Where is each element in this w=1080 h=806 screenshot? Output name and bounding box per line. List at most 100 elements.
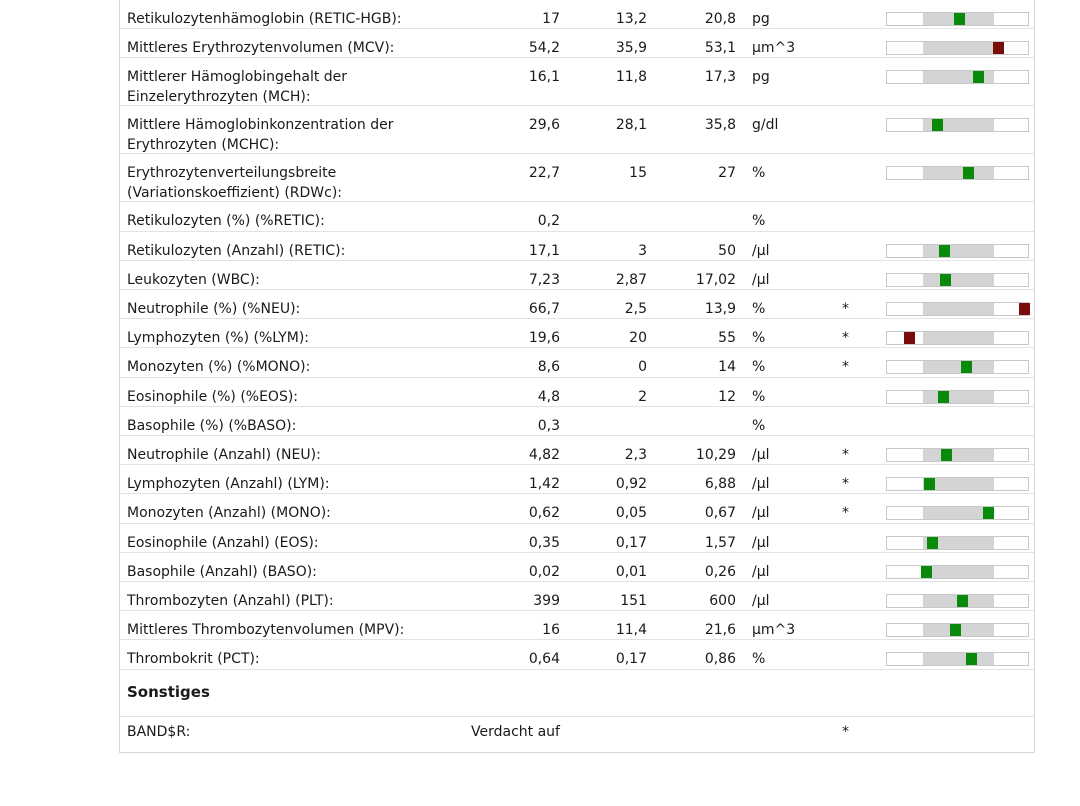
result-value: 0,35 <box>528 534 560 551</box>
range-bar <box>886 243 1029 258</box>
reference-low: 151 <box>620 593 647 609</box>
result-value: 0,62 <box>528 505 560 522</box>
reference-low: 0 <box>638 359 647 376</box>
unit-label: /µl <box>752 242 770 259</box>
reference-low: 0,17 <box>615 651 647 668</box>
result-value: 1,42 <box>528 476 560 493</box>
unit-label: g/dl <box>752 117 779 134</box>
result-value: 22,7 <box>528 165 560 182</box>
unit-label: % <box>752 330 766 347</box>
reference-range-band <box>923 565 994 578</box>
range-bar <box>886 12 1029 26</box>
range-bar <box>886 623 1029 638</box>
section-row: Sonstiges <box>120 670 1034 717</box>
result-value: 66,7 <box>528 301 560 317</box>
value-marker <box>966 653 978 666</box>
parameter-name: Lymphozyten (Anzahl) (LYM): <box>127 476 330 493</box>
parameter-name: Neutrophile (Anzahl) (NEU): <box>127 447 321 463</box>
result-value: 16,1 <box>528 69 560 86</box>
result-value: 19,6 <box>528 330 560 347</box>
reference-low: 2,5 <box>624 301 647 317</box>
reference-low: 2 <box>638 388 647 405</box>
reference-high: 20,8 <box>704 11 736 27</box>
table-row: BAND$R: Verdacht auf * <box>120 717 1034 746</box>
reference-low: 35,9 <box>615 40 647 57</box>
reference-range-band <box>923 390 994 403</box>
range-bar <box>886 564 1029 579</box>
reference-range-band <box>923 536 994 549</box>
result-value: 0,64 <box>528 651 560 668</box>
unit-label: % <box>752 651 766 668</box>
parameter-name: Neutrophile (%) (%NEU): <box>127 301 301 317</box>
result-value: 17,1 <box>528 242 560 259</box>
unit-label: % <box>752 301 766 317</box>
reference-low: 15 <box>629 165 647 182</box>
result-value: 17 <box>542 11 560 27</box>
parameter-name: Monozyten (Anzahl) (MONO): <box>127 505 331 522</box>
reference-range-band <box>923 449 994 461</box>
result-value: 7,23 <box>528 271 560 288</box>
table-row: Leukozyten (WBC): 7,23 2,87 17,02/µl <box>120 261 1034 290</box>
result-value: 4,82 <box>528 447 560 463</box>
reference-high: 0,26 <box>704 563 736 580</box>
table-row: Basophile (%) (%BASO): 0,3% <box>120 407 1034 436</box>
table-row: Mittleres Thrombozytenvolumen (MPV): 16 11… <box>120 611 1034 641</box>
table-row: Erythrozytenverteilungsbreite (Variation… <box>120 154 1034 203</box>
table-row: Eosinophile (%) (%EOS): 4,8 2 12% <box>120 378 1034 407</box>
result-value: 29,6 <box>528 117 560 134</box>
result-value: 0,02 <box>528 563 560 580</box>
value-marker <box>939 244 951 257</box>
reference-low: 0,17 <box>615 534 647 551</box>
unit-label: /µl <box>752 447 770 463</box>
abnormal-flag: * <box>842 301 849 317</box>
parameter-name: Eosinophile (%) (%EOS): <box>127 388 299 405</box>
abnormal-flag: * <box>842 359 849 376</box>
parameter-name: Mittleres Thrombozytenvolumen (MPV): <box>127 622 405 639</box>
table-row: Mittlerer Hämoglobingehalt der Einzelery… <box>120 58 1034 107</box>
unit-label: µm^3 <box>752 40 796 57</box>
abnormal-flag: * <box>842 476 849 493</box>
reference-high: 10,29 <box>695 447 736 463</box>
table-row: Lymphozyten (%) (%LYM): 19,6 20 55% * <box>120 319 1034 349</box>
unit-label: /µl <box>752 505 770 522</box>
range-bar <box>886 41 1029 56</box>
reference-high: 35,8 <box>704 117 736 134</box>
abnormal-flag: * <box>842 330 849 347</box>
result-value: 54,2 <box>528 40 560 57</box>
reference-range-band <box>923 478 994 491</box>
unit-label: % <box>752 359 766 376</box>
reference-high: 55 <box>718 330 736 347</box>
value-marker <box>953 13 965 25</box>
unit-label: % <box>752 213 766 230</box>
reference-low: 11,8 <box>615 69 647 86</box>
reference-low: 2,87 <box>615 271 647 288</box>
unit-label: µm^3 <box>752 622 796 639</box>
reference-range-band <box>923 273 994 286</box>
range-bar <box>886 477 1029 492</box>
reference-range-band <box>923 303 994 315</box>
parameter-name: Basophile (Anzahl) (BASO): <box>127 563 317 580</box>
value-marker <box>949 624 961 637</box>
range-bar <box>886 448 1029 462</box>
value-marker <box>1018 303 1030 315</box>
result-value: 0,2 <box>537 213 560 230</box>
parameter-name: Mittleres Erythrozytenvolumen (MCV): <box>127 40 395 57</box>
value-marker <box>993 42 1005 55</box>
reference-range-band <box>923 167 994 180</box>
reference-high: 50 <box>718 242 736 259</box>
reference-range-band <box>923 42 994 55</box>
parameter-name: Mittlerer Hämoglobingehalt der Einzelery… <box>127 69 348 106</box>
reference-range-band <box>923 361 994 374</box>
parameter-name: Retikulozytenhämoglobin (RETIC-HGB): <box>127 11 402 27</box>
range-bar <box>886 166 1029 181</box>
result-value: 16 <box>542 622 560 639</box>
unit-label: /µl <box>752 563 770 580</box>
reference-high: 21,6 <box>704 622 736 639</box>
reference-low: 13,2 <box>615 11 647 27</box>
range-bar <box>886 506 1029 521</box>
abnormal-flag: * <box>842 447 849 463</box>
abnormal-flag: * <box>842 505 849 522</box>
value-marker <box>957 595 969 607</box>
reference-high: 17,3 <box>704 69 736 86</box>
section-title: Sonstiges <box>127 682 210 701</box>
